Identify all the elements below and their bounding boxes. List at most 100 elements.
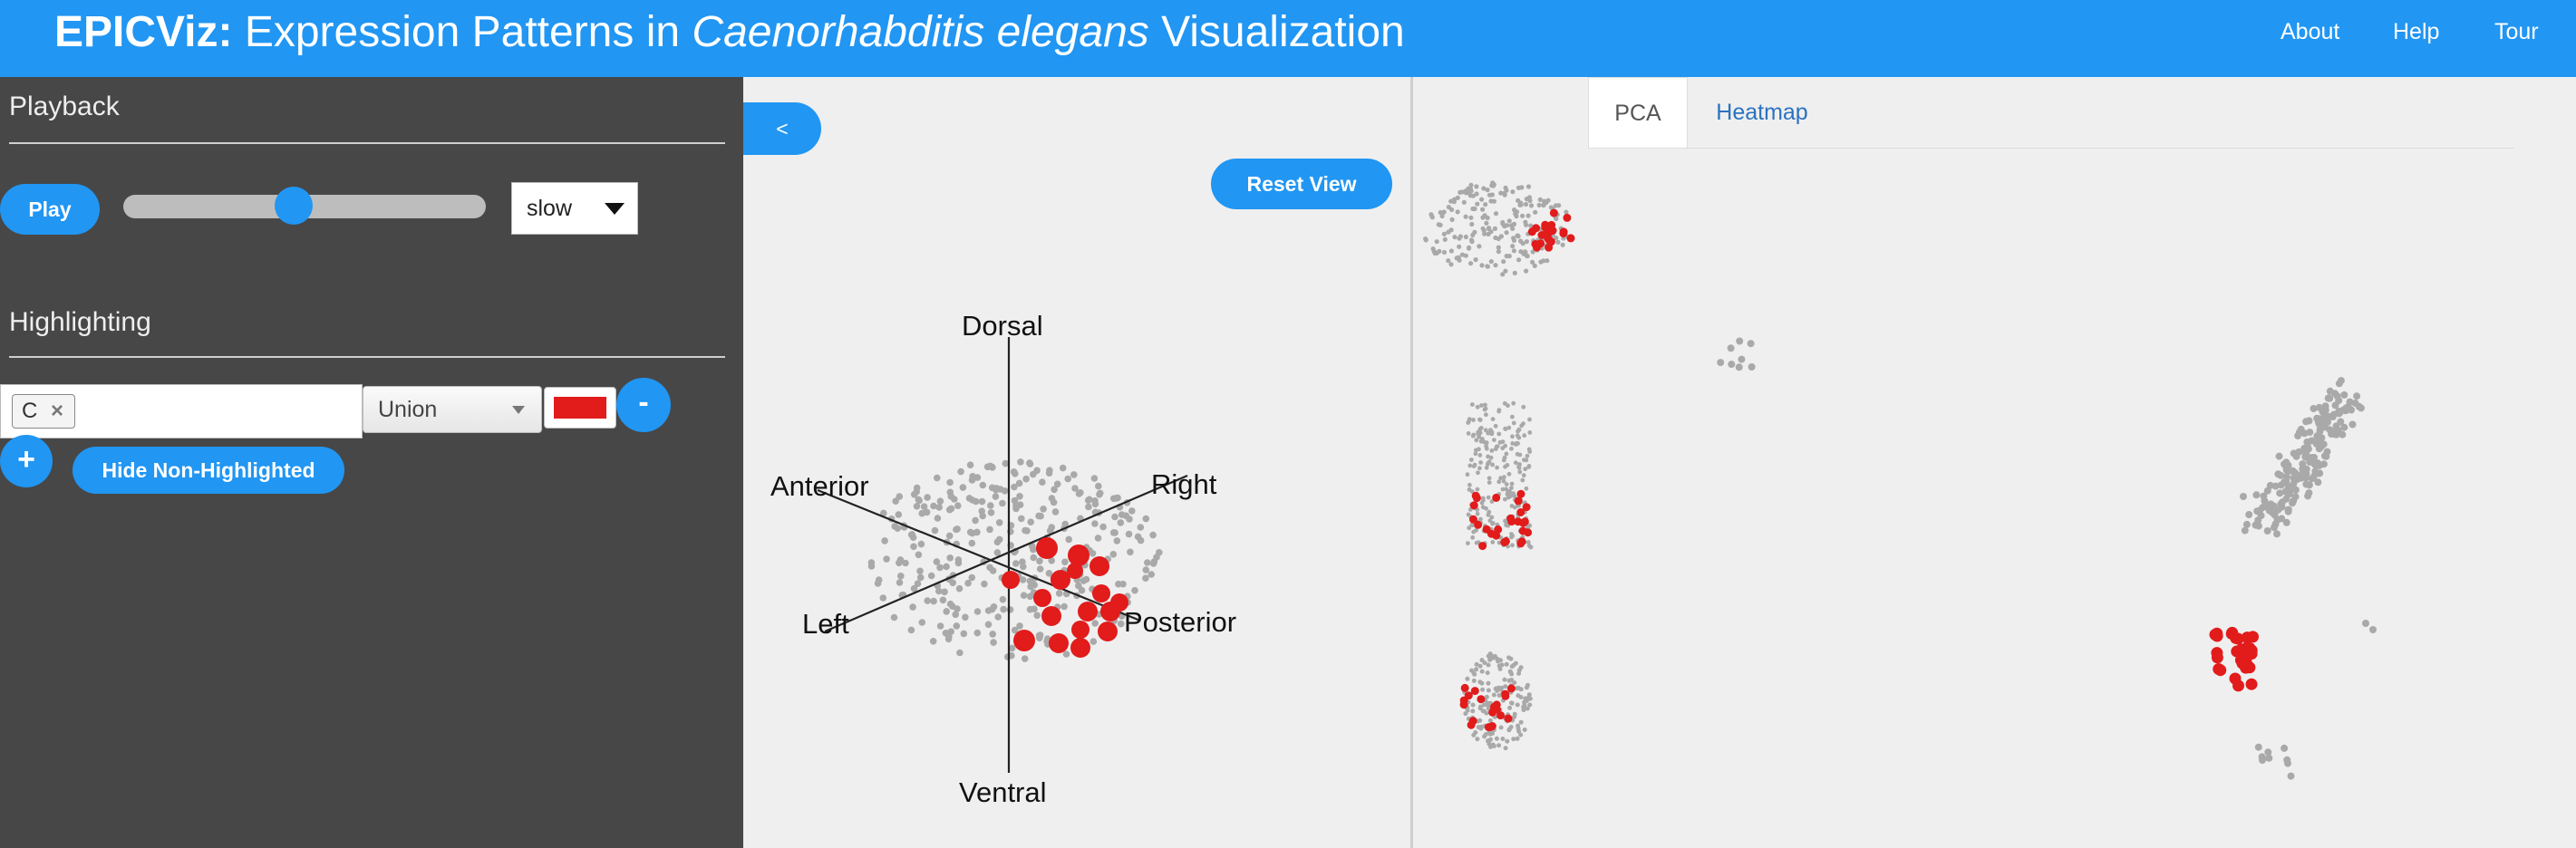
thumb-cell-point <box>1504 523 1509 528</box>
play-button[interactable]: Play <box>0 184 100 235</box>
cell-point <box>1011 483 1018 491</box>
pca-scatter-plot[interactable] <box>1588 148 2576 848</box>
thumb-cell-point <box>1500 487 1506 492</box>
thumb-highlight-point <box>1549 208 1558 217</box>
tag-remove-icon[interactable]: × <box>51 399 64 423</box>
pca-point <box>2277 481 2285 489</box>
thumb-cell-point <box>1488 259 1494 265</box>
thumb-cell-point <box>1503 464 1507 469</box>
set-mode-select[interactable]: Union <box>363 386 542 433</box>
cell-point <box>1010 468 1018 476</box>
pca-point <box>2265 754 2273 762</box>
pca-highlight-point <box>2226 626 2239 639</box>
cell-point <box>1027 518 1034 525</box>
thumb-highlight-point <box>1514 496 1523 506</box>
pca-point <box>2362 620 2369 627</box>
cell-point <box>1149 531 1157 539</box>
thumb-cell-point <box>1527 430 1533 435</box>
thumb-cell-point <box>1438 222 1443 227</box>
embryo-3d-viewer[interactable]: < Reset View Dorsal Ventral Anterior Pos… <box>743 77 1410 848</box>
cell-point <box>1019 558 1026 565</box>
pca-point <box>1728 361 1736 369</box>
thumbnail-side-view[interactable] <box>1465 400 1534 551</box>
thumb-cell-point <box>1527 523 1532 528</box>
cell-point <box>979 481 987 489</box>
collapse-sidebar-button[interactable]: < <box>743 102 821 155</box>
pca-point <box>2342 404 2350 412</box>
thumb-cell-point <box>1525 184 1532 189</box>
speed-select[interactable]: slow <box>511 182 638 235</box>
thumb-cell-point <box>1520 213 1525 218</box>
pca-point <box>2282 518 2290 526</box>
thumb-cell-point <box>1442 236 1448 242</box>
reset-view-button[interactable]: Reset View <box>1211 159 1392 209</box>
pca-point <box>2348 420 2357 429</box>
playback-slider-thumb[interactable] <box>275 187 313 225</box>
cell-point <box>891 523 898 530</box>
thumb-cell-point <box>1497 439 1503 445</box>
cell-point <box>995 519 1003 526</box>
thumb-cell-point <box>1506 425 1512 430</box>
cell-point <box>936 564 944 572</box>
thumb-cell-point <box>1505 492 1510 496</box>
tab-heatmap[interactable]: Heatmap <box>1716 100 1808 125</box>
cell-point <box>1016 622 1023 630</box>
title-part-2: Visualization <box>1148 8 1405 56</box>
pca-highlight-point <box>2236 657 2249 670</box>
cell-point <box>924 494 931 501</box>
pca-point <box>2290 449 2298 458</box>
thumb-cell-point <box>1477 679 1483 685</box>
pca-point <box>2320 452 2329 460</box>
label-dorsal: Dorsal <box>962 310 1043 342</box>
thumb-cell-point <box>1483 732 1488 737</box>
thumbnail-top-view[interactable] <box>1423 180 1575 277</box>
thumb-cell-point <box>1515 451 1520 457</box>
thumbnail-end-view[interactable] <box>1459 651 1533 751</box>
cell-point <box>896 579 904 586</box>
cell-point <box>984 621 993 629</box>
thumb-cell-point <box>1498 658 1503 663</box>
add-highlight-button[interactable]: + <box>0 435 53 487</box>
pca-point <box>2297 425 2305 433</box>
cell-point <box>973 629 982 637</box>
thumb-cell-point <box>1498 190 1504 196</box>
thumb-highlight-point <box>1563 213 1572 222</box>
highlight-color-picker[interactable] <box>544 387 616 429</box>
hide-non-highlighted-button[interactable]: Hide Non-Highlighted <box>73 447 344 494</box>
pca-point <box>2329 429 2337 438</box>
thumb-cell-point <box>1518 695 1524 699</box>
thumb-cell-point <box>1502 475 1506 480</box>
thumb-cell-point <box>1526 543 1532 548</box>
cell-point <box>1046 527 1054 535</box>
thumb-cell-point <box>1452 235 1457 240</box>
pca-point <box>2369 626 2377 633</box>
nav-tour-link[interactable]: Tour <box>2494 19 2539 44</box>
thumb-cell-point <box>1463 253 1468 258</box>
pca-point <box>2275 452 2283 460</box>
thumb-highlight-point <box>1524 528 1533 537</box>
pca-point <box>2287 772 2295 780</box>
thumb-cell-point <box>1485 215 1490 221</box>
thumb-highlight-point <box>1501 537 1510 545</box>
tab-pca[interactable]: PCA <box>1588 77 1688 149</box>
cell-point <box>943 608 950 615</box>
thumb-cell-point <box>1514 440 1519 446</box>
embryo-3d-canvas[interactable]: Dorsal Ventral Anterior Posterior Left R… <box>743 77 1410 848</box>
app-header: EPICViz: Expression Patterns in Caenorha… <box>0 0 2576 77</box>
cell-point <box>986 564 993 572</box>
thumb-cell-point <box>1474 527 1478 533</box>
gene-tag-input[interactable]: C × <box>0 384 363 438</box>
nav-about-link[interactable]: About <box>2281 19 2340 44</box>
thumb-highlight-point <box>1496 711 1505 720</box>
pca-point <box>2302 474 2310 482</box>
cell-point <box>1036 557 1043 565</box>
remove-highlight-button[interactable]: - <box>616 378 671 432</box>
thumb-cell-point <box>1477 466 1482 471</box>
thumb-cell-point <box>1524 268 1529 274</box>
cell-point <box>1148 571 1155 578</box>
thumb-cell-point <box>1544 200 1549 206</box>
cell-point <box>968 539 976 547</box>
thumb-highlight-point <box>1566 234 1575 243</box>
thumb-cell-point <box>1486 231 1491 236</box>
nav-help-link[interactable]: Help <box>2393 19 2440 44</box>
